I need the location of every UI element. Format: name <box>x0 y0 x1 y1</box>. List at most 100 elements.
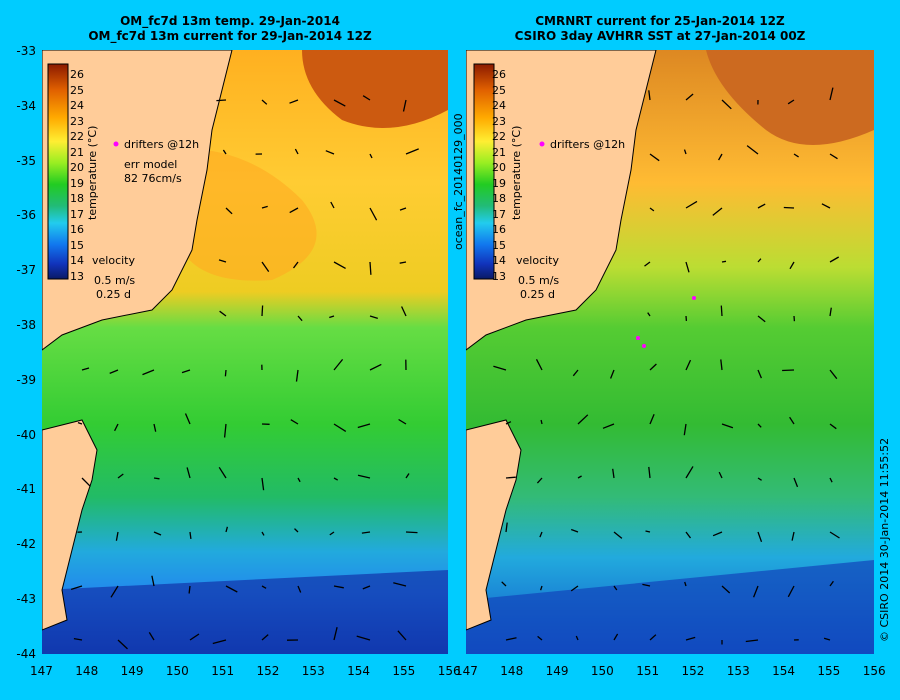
velocity-arrow <box>791 531 795 541</box>
velocity-arrow <box>721 585 731 594</box>
velocity-arrow <box>333 585 344 589</box>
right-longitude-label: 155 <box>817 664 841 678</box>
velocity-arrow <box>399 261 407 264</box>
velocity-arrow <box>142 369 155 376</box>
velocity-arrow <box>757 477 762 481</box>
latitude-label: -44 <box>16 646 36 661</box>
velocity-arrow <box>295 369 299 382</box>
velocity-arrow <box>218 466 227 479</box>
colorbar-tick-label: 25 <box>70 83 84 97</box>
velocity-arrow <box>787 585 795 598</box>
colorbar-tick-label: 14 <box>70 254 84 267</box>
colorbar-tick-label: 18 <box>492 192 506 205</box>
warm-eddy <box>706 50 874 145</box>
velocity-arrow <box>405 531 418 534</box>
velocity-arrow <box>684 581 687 587</box>
right-title-line2: CSIRO 3day AVHRR SST at 27-Jan-2014 00Z <box>514 29 806 43</box>
velocity-arrow <box>261 305 264 317</box>
velocity-arrow <box>829 307 832 317</box>
velocity-arrow <box>685 359 692 371</box>
velocity-arrow <box>757 423 762 428</box>
left-longitude-label: 154 <box>347 664 370 678</box>
left-drifters-label: drifters @12h <box>124 138 200 151</box>
velocity-arrow <box>117 473 124 479</box>
left-longitude-label: 148 <box>75 664 99 678</box>
right-longitude-label: 152 <box>681 664 705 678</box>
velocity-arrow <box>261 99 268 105</box>
latitude-label: -33 <box>16 44 36 58</box>
velocity-arrow <box>787 99 795 105</box>
velocity-arrow <box>757 315 766 323</box>
velocity-arrow <box>613 531 623 539</box>
right-longitude-label: 156 <box>862 664 886 678</box>
velocity-arrow <box>70 585 83 591</box>
drifter-position <box>642 344 646 348</box>
latitude-label: -34 <box>16 98 36 113</box>
velocity-arrow <box>398 418 407 425</box>
velocity-arrow <box>782 369 795 372</box>
latitude-label: -43 <box>16 592 36 606</box>
velocity-arrow <box>405 148 419 155</box>
tasmania-coast <box>42 419 98 631</box>
velocity-arrow <box>613 633 619 641</box>
velocity-arrow <box>329 315 335 319</box>
velocity-arrow <box>718 153 723 161</box>
velocity-arrow <box>330 201 335 209</box>
velocity-arrow <box>294 148 299 155</box>
land-mass <box>42 50 233 351</box>
colorbar <box>473 63 495 280</box>
velocity-arrows <box>70 95 419 650</box>
velocity-arrow <box>297 585 302 593</box>
velocity-arrow <box>222 149 227 155</box>
credit-text: © CSIRO 2014 30-Jan-2014 11:55:52 <box>878 437 891 642</box>
velocity-arrow <box>189 633 200 641</box>
velocity-arrow <box>572 369 579 377</box>
velocity-arrow <box>649 207 655 212</box>
velocity-arrow <box>81 367 90 371</box>
right-velocity-scale: 0.5 m/s <box>518 274 560 287</box>
velocity-arrow <box>793 477 799 488</box>
right-velocity-label: velocity <box>516 254 559 267</box>
velocity-arrow <box>181 369 191 374</box>
velocity-arrow <box>712 207 723 216</box>
velocity-arrow <box>649 414 655 425</box>
right-title-line1: CMRNRT current for 25-Jan-2014 12Z <box>535 14 785 28</box>
velocity-arrow <box>648 466 651 479</box>
velocity-arrow <box>783 206 795 209</box>
velocity-arrow <box>399 207 407 211</box>
left-longitude-label: 150 <box>165 664 189 678</box>
velocity-arrow <box>290 419 299 425</box>
right-longitude-label: 149 <box>545 664 569 678</box>
velocity-arrow <box>649 634 657 641</box>
drifter-position <box>692 296 696 300</box>
cold-water <box>42 570 448 654</box>
velocity-arrow <box>77 421 83 425</box>
velocity-arrow <box>369 153 373 159</box>
velocity-arrow <box>536 477 543 484</box>
colorbar-tick-label: 25 <box>492 83 506 97</box>
velocity-arrow <box>223 423 227 438</box>
left-map-panel <box>42 50 448 654</box>
velocity-arrow <box>333 423 347 432</box>
velocity-arrow <box>261 477 265 491</box>
velocity-arrow <box>649 363 657 371</box>
velocity-arrow <box>189 531 192 539</box>
left-velocity-time: 0.25 d <box>96 288 131 301</box>
velocity-arrow <box>333 261 346 269</box>
velocity-arrow <box>570 528 579 533</box>
left-longitude-label: 147 <box>30 664 53 678</box>
velocity-arrow <box>292 261 299 269</box>
drifter-marker <box>539 141 545 147</box>
right-velocity-time: 0.25 d <box>520 288 555 301</box>
velocity-arrow <box>493 365 507 371</box>
velocity-arrow <box>401 306 407 317</box>
velocity-arrow <box>721 99 732 110</box>
velocity-arrow <box>647 312 651 317</box>
velocity-arrow <box>356 635 371 641</box>
right-longitude-label: 153 <box>726 664 750 678</box>
latitude-label: -39 <box>16 372 36 387</box>
velocity-arrow <box>683 423 687 436</box>
velocity-arrow <box>612 468 615 479</box>
velocity-arrow <box>644 261 651 267</box>
velocity-arrow <box>539 531 543 538</box>
